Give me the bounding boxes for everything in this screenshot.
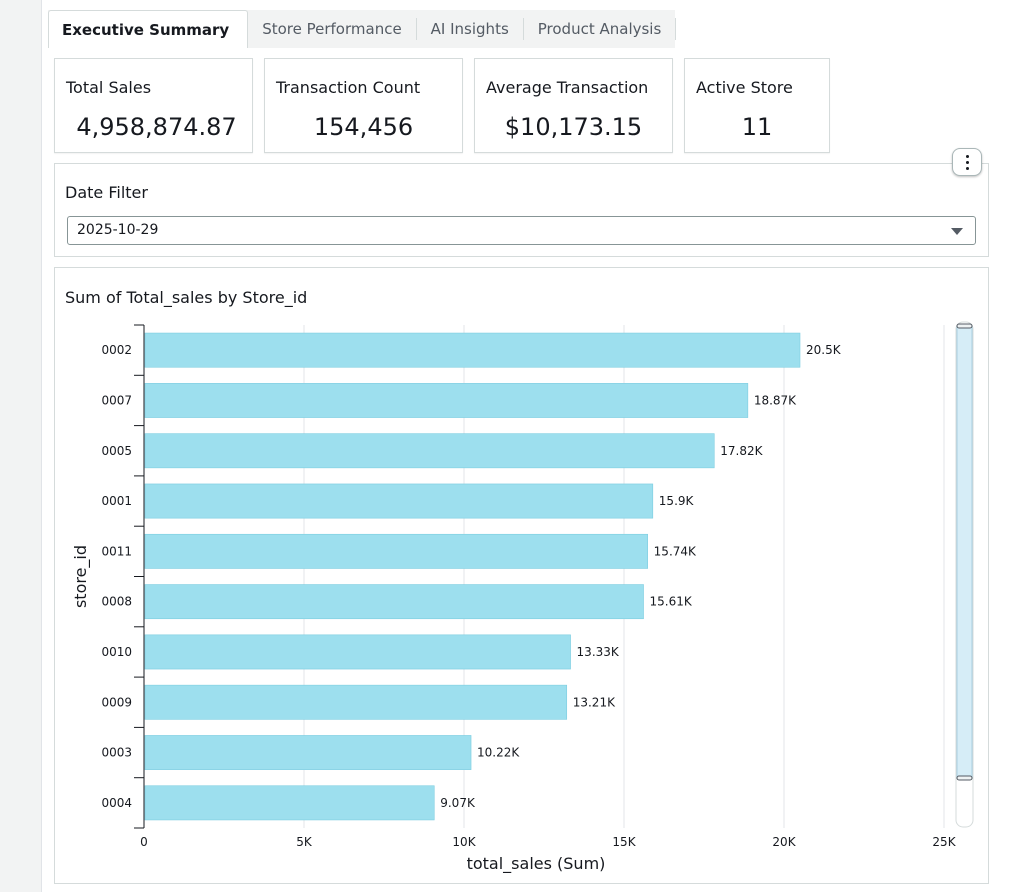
date-filter-label: Date Filter [65,183,148,202]
y-tick-label: 0005 [101,444,132,458]
more-vertical-icon-dot [965,160,969,164]
scrollbar-handle-top[interactable] [956,323,973,329]
date-filter-value: 2025-10-29 [77,222,159,238]
data-label: 20.5K [806,343,842,357]
data-label: 15.61K [650,595,693,609]
more-vertical-icon [965,154,969,158]
date-filter-panel: Date Filter 2025-10-29 [54,163,989,257]
kpi-value: 4,958,874.87 [76,113,237,141]
date-filter-select[interactable]: 2025-10-29 [67,216,976,245]
bar[interactable] [144,332,801,368]
kpi-label: Active Store [696,78,793,97]
tab-divider [415,18,417,40]
data-label: 15.9K [659,494,695,508]
scrollbar-handle-bottom[interactable] [956,775,973,781]
chart-title: Sum of Total_sales by Store_id [65,288,308,307]
caret-down-icon [951,228,963,235]
x-tick-label: 10K [452,835,476,849]
x-tick-label: 5K [296,835,313,849]
kpi-average-transaction[interactable]: Average Transaction $10,173.15 [474,58,673,153]
bar[interactable] [144,785,435,821]
bar[interactable] [144,483,654,519]
x-tick-label: 15K [612,835,636,849]
left-gutter [0,0,42,892]
x-axis-title: total_sales (Sum) [467,854,606,874]
data-label: 13.33K [577,645,620,659]
data-label: 13.21K [573,695,616,709]
bar[interactable] [144,634,571,670]
y-tick-label: 0011 [101,544,132,558]
y-tick-label: 0004 [101,796,132,810]
data-label: 10.22K [477,746,520,760]
kpi-value: 154,456 [313,113,414,141]
tab-ai-insights[interactable]: AI Insights [416,10,523,48]
tab-executive-summary[interactable]: Executive Summary [48,10,249,48]
bar[interactable] [144,533,648,569]
y-tick-label: 0002 [101,343,132,357]
y-tick-label: 0010 [101,645,132,659]
scrollbar-thumb[interactable] [956,325,973,779]
x-tick-label: 0 [140,835,148,849]
visual-menu-button[interactable] [952,148,982,176]
data-label: 18.87K [754,393,797,407]
kpi-label: Total Sales [66,78,152,97]
data-label: 17.82K [720,444,763,458]
x-tick-label: 25K [932,835,956,849]
kpi-total-sales[interactable]: Total Sales 4,958,874.87 [54,58,253,153]
data-label: 9.07K [440,796,476,810]
kpi-value: 11 [741,113,773,141]
y-tick-label: 0003 [101,746,132,760]
x-tick-label: 20K [772,835,796,849]
kpi-label: Average Transaction [486,78,649,97]
chart-panel: Sum of Total_sales by Store_id 0002 20.5K… [54,267,989,884]
tab-divider [675,18,677,40]
bar[interactable] [144,433,715,469]
bar[interactable] [144,684,568,720]
tab-product-analysis[interactable]: Product Analysis [523,10,676,48]
bar[interactable] [144,735,472,770]
y-tick-label: 0007 [101,393,132,407]
y-tick-label: 0001 [101,494,132,508]
more-vertical-icon-dot [965,166,969,170]
bar[interactable] [144,383,749,418]
y-tick-label: 0009 [101,695,132,709]
kpi-value: $10,173.15 [504,113,643,141]
y-tick-label: 0008 [101,595,132,609]
tab-store-performance[interactable]: Store Performance [248,10,416,48]
kpi-active-store[interactable]: Active Store 11 [684,58,830,153]
bar[interactable] [144,584,644,620]
y-axis-title: store_id [71,545,91,608]
kpi-label: Transaction Count [276,78,421,97]
sheet-tabs: Executive Summary Store Performance AI I… [48,10,1024,48]
data-label: 15.74K [654,544,697,558]
tab-divider [522,18,524,40]
kpi-transaction-count[interactable]: Transaction Count 154,456 [264,58,463,153]
